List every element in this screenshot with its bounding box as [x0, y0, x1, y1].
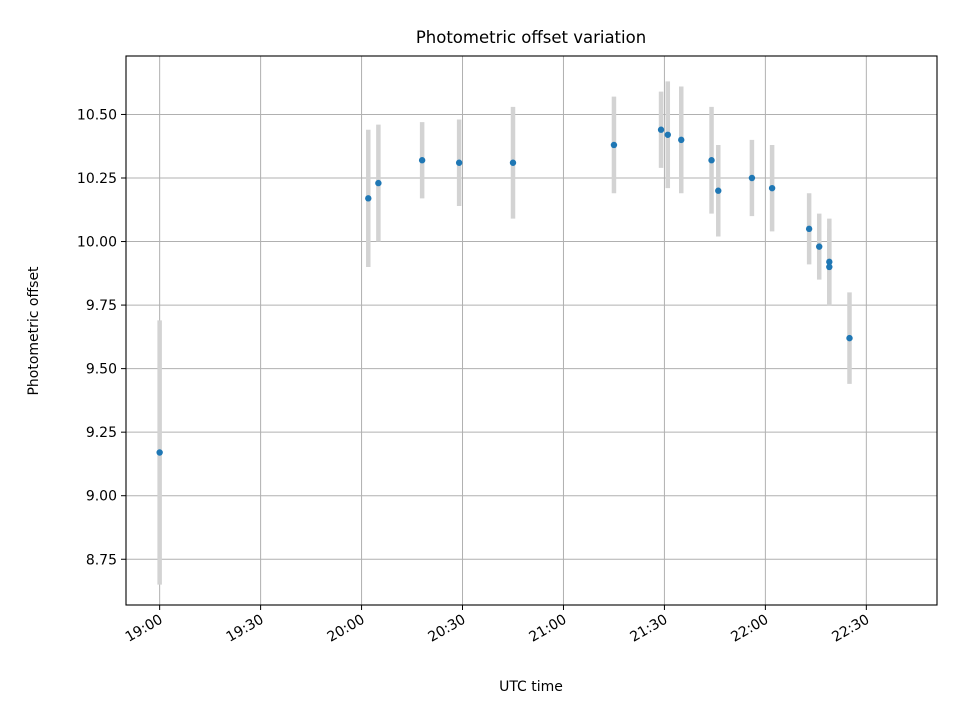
- data-points: [156, 126, 853, 456]
- x-axis-label: UTC time: [499, 679, 563, 695]
- data-point: [678, 136, 685, 144]
- data-point: [418, 157, 426, 164]
- data-point: [664, 131, 671, 138]
- data-point: [768, 184, 776, 192]
- data-point: [455, 159, 463, 166]
- x-tick-label: 22:00: [728, 612, 771, 646]
- data-point: [509, 159, 517, 166]
- data-point: [826, 258, 833, 266]
- y-tick-label: 8.75: [86, 552, 117, 568]
- error-bars: [157, 81, 852, 585]
- x-tick-label: 19:00: [123, 612, 166, 646]
- y-tick-label: 9.00: [86, 489, 117, 505]
- y-tick-label: 10.00: [77, 235, 117, 251]
- y-tick-label: 10.50: [77, 107, 117, 123]
- data-point: [708, 157, 715, 164]
- x-tick-label: 19:30: [224, 612, 267, 646]
- y-tick-label: 9.25: [86, 425, 117, 441]
- data-point: [826, 263, 833, 271]
- plot-area-frame: [125, 55, 938, 606]
- data-point: [816, 243, 823, 250]
- x-tick-label: 22:30: [829, 612, 872, 646]
- data-point: [748, 174, 756, 182]
- chart-title: Photometric offset variation: [416, 28, 646, 47]
- grid-lines: [126, 56, 937, 605]
- y-tick-label: 9.50: [86, 362, 117, 378]
- x-tick-label: 20:00: [325, 612, 368, 646]
- data-point: [610, 141, 618, 149]
- data-point: [715, 187, 722, 194]
- y-axis-label: Photometric offset: [26, 266, 42, 396]
- x-tick-label: 20:30: [426, 612, 469, 646]
- data-point: [805, 225, 813, 233]
- data-point: [375, 179, 382, 187]
- y-axis-ticks: 8.75 9.00 9.25 9.50 9.75 10.00 10.25 10.50: [77, 107, 126, 568]
- data-point: [657, 126, 665, 133]
- y-tick-label: 9.75: [86, 298, 117, 314]
- data-point: [365, 195, 372, 202]
- data-point: [156, 449, 163, 456]
- x-tick-label: 21:00: [527, 612, 570, 646]
- x-axis-ticks: 19:00 19:30 20:00 20:30 21:00 21:30 22:00 22:30: [123, 605, 872, 646]
- data-point: [846, 334, 853, 342]
- y-tick-label: 10.25: [77, 171, 117, 187]
- x-tick-label: 21:30: [627, 612, 670, 646]
